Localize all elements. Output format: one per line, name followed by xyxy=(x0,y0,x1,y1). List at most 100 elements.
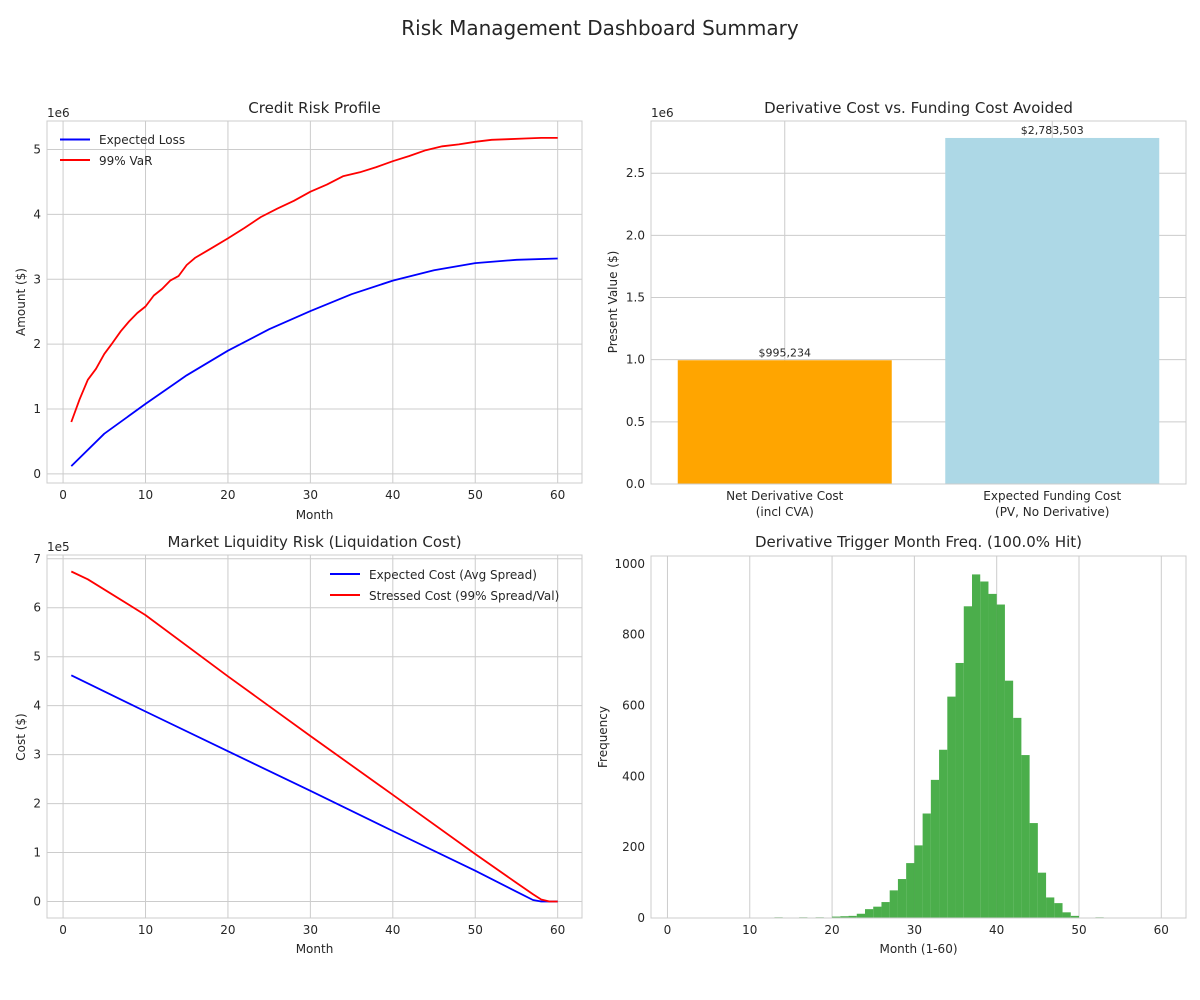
histogram-bar xyxy=(1062,912,1071,918)
y-tick-label: 2 xyxy=(33,337,41,351)
x-tick-label: Expected Funding Cost xyxy=(983,489,1121,503)
x-tick-label: 60 xyxy=(550,488,565,502)
x-tick-label: 40 xyxy=(385,488,400,502)
y-tick-label: 1000 xyxy=(614,557,645,571)
plot-frame xyxy=(650,555,1187,919)
histogram-bar xyxy=(972,574,981,918)
x-tick-label: 20 xyxy=(220,488,235,502)
y-offset-label: 1e6 xyxy=(47,106,70,120)
y-tick-label: 1.5 xyxy=(626,291,645,305)
x-tick-label: 30 xyxy=(303,923,318,937)
mark-layer xyxy=(70,136,558,467)
y-tick-label: 800 xyxy=(622,628,645,642)
x-tick-label: 10 xyxy=(138,488,153,502)
tick-layer: 0 10 20 30 40 50 60 0 1 2 3 4 5 xyxy=(33,143,565,502)
y-tick-label: 1 xyxy=(33,846,41,860)
histogram-bar xyxy=(980,581,989,918)
x-tick-label: 60 xyxy=(1154,923,1169,937)
y-tick-label: 4 xyxy=(33,207,41,221)
chart-title: Market Liquidity Risk (Liquidation Cost) xyxy=(167,533,461,551)
y-tick-label: 6 xyxy=(33,601,41,615)
y-axis-label: Amount ($) xyxy=(14,268,28,336)
y-tick-label: 0 xyxy=(33,467,41,481)
x-tick-label: (incl CVA) xyxy=(756,505,814,519)
histogram-bar xyxy=(963,606,972,918)
series-line-0 xyxy=(70,674,558,903)
x-tick-label: 0 xyxy=(664,923,672,937)
histogram-bar xyxy=(930,779,940,918)
y-offset-label: 1e5 xyxy=(47,540,70,554)
x-tick-label: 60 xyxy=(550,923,565,937)
y-axis-label: Present Value ($) xyxy=(606,251,620,354)
histogram-bar xyxy=(848,915,857,918)
histogram-bar xyxy=(988,593,997,918)
x-tick-label: 20 xyxy=(824,923,839,937)
histogram-bar xyxy=(1046,897,1055,918)
histogram-bar xyxy=(939,749,948,918)
chart-title: Derivative Cost vs. Funding Cost Avoided xyxy=(764,99,1073,117)
plot-frame xyxy=(650,120,1187,485)
liquidity-risk-chart: 0 10 20 30 40 50 60 0 1 2 3 4 5 6 7 Market Liquidity R… xyxy=(14,533,583,956)
x-axis-label: Month xyxy=(296,508,334,522)
y-tick-label: 400 xyxy=(622,769,645,783)
y-tick-label: 0.5 xyxy=(626,415,645,429)
mark-layer: $995,234 $2,783,503 xyxy=(677,124,1160,484)
x-tick-label: 30 xyxy=(303,488,318,502)
y-tick-label: 200 xyxy=(622,840,645,854)
y-tick-label: 2 xyxy=(33,797,41,811)
histogram-bar xyxy=(1013,717,1022,918)
histogram-bar xyxy=(865,909,874,918)
y-tick-label: 3 xyxy=(33,272,41,286)
legend-label-stressed-cost: Stressed Cost (99% Spread/Val) xyxy=(369,589,559,603)
y-tick-label: 4 xyxy=(33,699,41,713)
histogram-bar xyxy=(906,863,915,918)
x-tick-label: 10 xyxy=(742,923,757,937)
chart-title: Derivative Trigger Month Freq. (100.0% H… xyxy=(755,533,1082,551)
x-tick-label: 50 xyxy=(468,488,483,502)
y-axis-label: Cost ($) xyxy=(14,713,28,761)
bar-value-label: $995,234 xyxy=(759,346,812,359)
y-tick-label: 0 xyxy=(33,895,41,909)
y-tick-label: 2.0 xyxy=(626,228,645,242)
histogram-bar xyxy=(897,879,907,918)
y-tick-label: 1 xyxy=(33,402,41,416)
x-tick-label: Net Derivative Cost xyxy=(726,489,844,503)
histogram-bar xyxy=(1054,903,1063,918)
histogram-bar xyxy=(922,813,931,918)
x-axis-label: Month xyxy=(296,942,334,956)
y-tick-label: 600 xyxy=(622,698,645,712)
histogram-bar xyxy=(1029,823,1038,918)
x-axis-label: Month (1-60) xyxy=(879,942,957,956)
histogram-bar xyxy=(1004,680,1014,918)
y-tick-label: 5 xyxy=(33,650,41,664)
series-line-1 xyxy=(70,136,558,423)
x-tick-label: 20 xyxy=(220,923,235,937)
histogram-bar xyxy=(889,890,898,918)
dashboard-title: Risk Management Dashboard Summary xyxy=(401,16,799,40)
histogram-bar xyxy=(955,662,964,918)
y-tick-label: 1.0 xyxy=(626,353,645,367)
x-tick-label: 50 xyxy=(468,923,483,937)
x-tick-label: 40 xyxy=(989,923,1004,937)
mark-layer xyxy=(774,574,1104,918)
grid-layer xyxy=(47,121,582,483)
x-tick-label: 10 xyxy=(138,923,153,937)
bar-1 xyxy=(945,137,1160,484)
y-tick-label: 0.0 xyxy=(626,477,645,491)
histogram-bar xyxy=(996,604,1005,918)
legend-label-expected-loss: Expected Loss xyxy=(99,133,185,147)
y-offset-label: 1e6 xyxy=(651,106,674,120)
y-tick-label: 7 xyxy=(33,552,41,566)
histogram-bar xyxy=(856,913,865,918)
x-tick-label: 0 xyxy=(59,488,67,502)
y-tick-label: 0 xyxy=(637,911,645,925)
legend: Expected Cost (Avg Spread) Stressed Cost… xyxy=(330,568,559,603)
chart-title: Credit Risk Profile xyxy=(248,99,380,117)
histogram-bar xyxy=(947,696,956,918)
x-tick-label: (PV, No Derivative) xyxy=(995,505,1109,519)
y-tick-label: 5 xyxy=(33,143,41,157)
histogram-bar xyxy=(881,902,890,918)
